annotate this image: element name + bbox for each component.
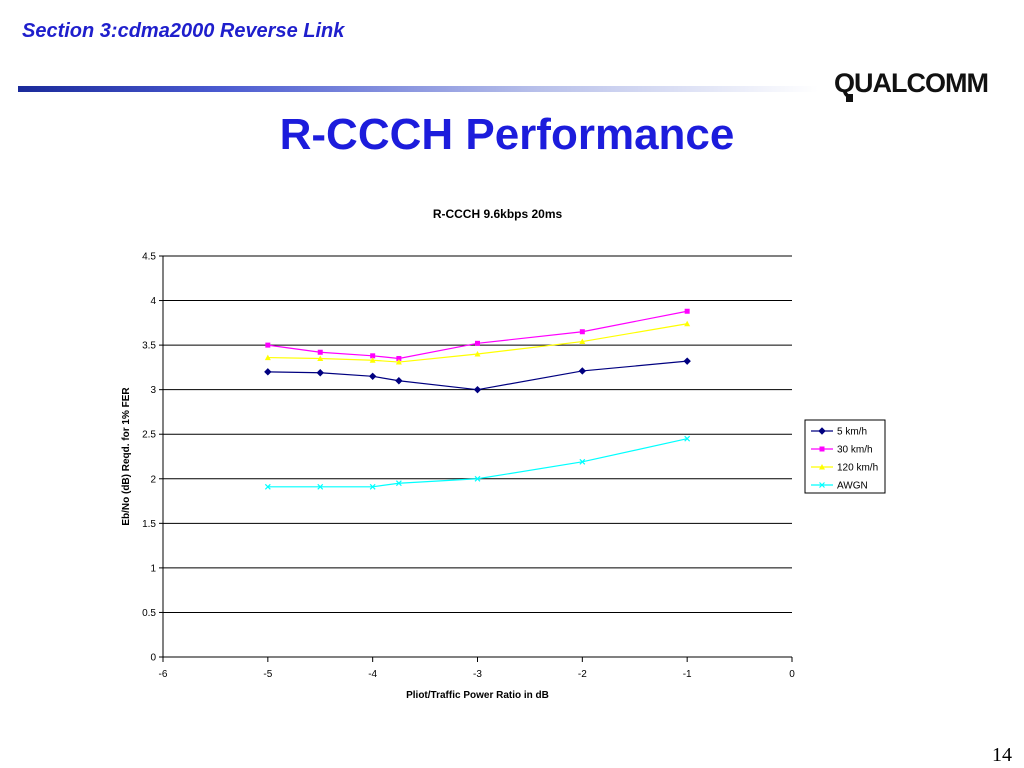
data-point <box>475 340 480 346</box>
data-point <box>317 483 324 490</box>
svg-text:QUALCOMM: QUALCOMM <box>834 68 988 98</box>
x-axis-title: Pliot/Traffic Power Ratio in dB <box>406 690 549 701</box>
y-tick-label: 3 <box>150 385 156 396</box>
x-tick-label: 0 <box>789 669 795 680</box>
data-point <box>265 342 271 348</box>
y-tick-label: 0.5 <box>142 608 156 619</box>
y-tick-label: 1.5 <box>142 519 156 530</box>
data-point <box>474 475 481 482</box>
data-point <box>579 458 586 465</box>
data-point <box>473 385 482 394</box>
legend-label: 5 km/h <box>837 427 867 438</box>
y-tick-label: 2.5 <box>142 430 156 441</box>
data-point <box>578 367 587 375</box>
data-point <box>395 377 403 385</box>
data-point <box>474 351 481 357</box>
x-tick-label: -6 <box>159 669 168 680</box>
data-point <box>684 435 691 442</box>
legend-label: 120 km/h <box>837 463 878 474</box>
qualcomm-logo: QUALCOMM <box>834 68 989 102</box>
y-tick-label: 2 <box>150 474 156 485</box>
legend-label: AWGN <box>837 481 868 492</box>
y-tick-label: 3.5 <box>142 341 156 352</box>
header-divider <box>18 86 818 92</box>
data-point <box>264 354 271 361</box>
legend-marker <box>818 427 826 435</box>
slide-title: R-CCCH Performance <box>279 110 735 159</box>
y-axis-title: Eb/No (dB) Reqd. for 1% FER <box>121 387 132 526</box>
x-tick-label: -1 <box>683 669 692 680</box>
data-point <box>264 483 271 490</box>
data-point <box>370 353 376 359</box>
y-tick-label: 1 <box>150 563 156 574</box>
data-point <box>395 359 402 365</box>
x-tick-label: -3 <box>473 669 482 680</box>
data-point <box>395 480 402 487</box>
data-point <box>684 308 690 314</box>
y-tick-label: 0 <box>150 653 156 664</box>
data-point <box>368 372 377 381</box>
legend-marker <box>819 482 825 488</box>
legend-box <box>804 419 886 494</box>
data-point <box>684 320 691 327</box>
x-tick-label: -4 <box>368 669 377 680</box>
data-point <box>317 355 324 361</box>
data-point <box>369 357 376 363</box>
section-title: Section 3:cdma2000 Reverse Link <box>22 20 345 42</box>
data-point <box>683 357 691 365</box>
data-point <box>317 349 323 355</box>
y-tick-label: 4 <box>150 296 156 307</box>
series-line-0 <box>267 360 688 391</box>
data-point <box>316 369 324 377</box>
data-point <box>396 355 402 361</box>
x-tick-label: -5 <box>263 669 272 680</box>
legend-label: 30 km/h <box>837 445 873 456</box>
data-point <box>579 338 586 345</box>
chart-title: R-CCCH 9.6kbps 20ms <box>433 207 563 221</box>
legend-marker <box>819 446 825 452</box>
data-point <box>369 483 376 490</box>
data-point <box>579 329 585 335</box>
x-tick-label: -2 <box>578 669 587 680</box>
data-point <box>264 368 272 376</box>
page-number: 14 <box>992 744 1012 766</box>
legend-marker <box>819 464 825 470</box>
y-tick-label: 4.5 <box>142 252 156 263</box>
